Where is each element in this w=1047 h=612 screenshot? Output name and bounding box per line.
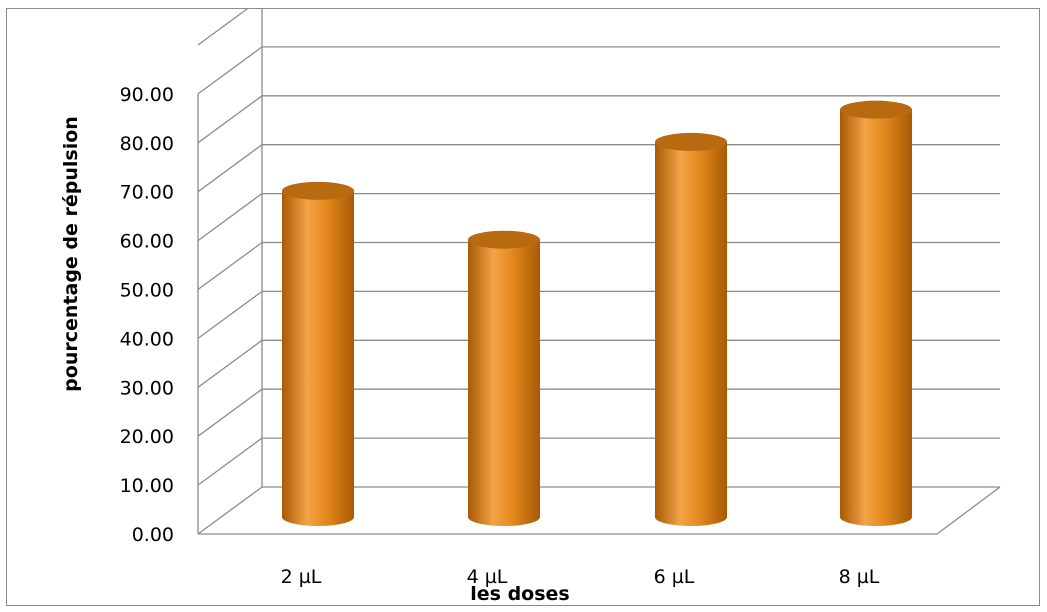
side-gridline bbox=[197, 241, 263, 291]
y-tick-label: 50.00 bbox=[120, 280, 174, 302]
bar-4 bbox=[840, 100, 912, 527]
side-gridline bbox=[197, 388, 263, 437]
chart-frame: 0.00 10.00 20.00 30.00 40.00 50.00 60.00 70.00 8… bbox=[6, 8, 1040, 606]
bar-top bbox=[468, 230, 540, 249]
y-tick-label: 80.00 bbox=[120, 133, 174, 155]
y-tick-label: 30.00 bbox=[120, 377, 174, 399]
side-gridline bbox=[197, 437, 263, 486]
bar-2 bbox=[468, 230, 540, 526]
y-tick-label: 10.00 bbox=[120, 475, 174, 497]
x-category-label: 8 µL bbox=[839, 566, 880, 588]
bar-1 bbox=[282, 181, 354, 526]
bar-body bbox=[655, 141, 727, 526]
x-axis-title: les doses bbox=[470, 583, 569, 605]
bar-top bbox=[655, 132, 727, 151]
x-category-label: 6 µL bbox=[654, 566, 695, 588]
y-tick-label: 90.00 bbox=[120, 84, 174, 106]
x-category-labels: 2 µL 4 µL 6 µL 8 µL bbox=[281, 566, 880, 588]
side-gridline bbox=[197, 290, 263, 339]
floor-edge bbox=[198, 486, 1001, 535]
y-axis-title: pourcentage de répulsion bbox=[60, 116, 82, 392]
side-gridline bbox=[197, 193, 263, 242]
chart-svg: 0.00 10.00 20.00 30.00 40.00 50.00 60.00 70.00 8… bbox=[60, 9, 1001, 605]
side-gridline bbox=[197, 339, 263, 388]
y-tick-label: 70.00 bbox=[120, 182, 174, 204]
bar-body bbox=[282, 190, 354, 526]
bar-3 bbox=[655, 132, 727, 526]
y-tick-label: 60.00 bbox=[120, 231, 174, 253]
side-gridline bbox=[197, 46, 263, 95]
bar-top bbox=[840, 100, 912, 119]
y-tick-labels: 0.00 10.00 20.00 30.00 40.00 50.00 60.00 70.00 8… bbox=[120, 84, 174, 546]
side-gridline bbox=[197, 9, 249, 46]
x-category-label: 2 µL bbox=[281, 566, 322, 588]
side-gridline bbox=[197, 144, 263, 193]
side-gridline bbox=[197, 486, 263, 535]
x-category-label: 4 µL bbox=[467, 566, 508, 588]
y-tick-label: 20.00 bbox=[120, 426, 174, 448]
side-gridline bbox=[197, 95, 263, 144]
bar-body bbox=[840, 109, 912, 527]
bar-layer bbox=[282, 100, 912, 527]
y-tick-label: 40.00 bbox=[120, 328, 174, 350]
bar-body bbox=[468, 239, 540, 526]
y-tick-label: 0.00 bbox=[132, 524, 174, 546]
bar-top bbox=[282, 181, 354, 200]
